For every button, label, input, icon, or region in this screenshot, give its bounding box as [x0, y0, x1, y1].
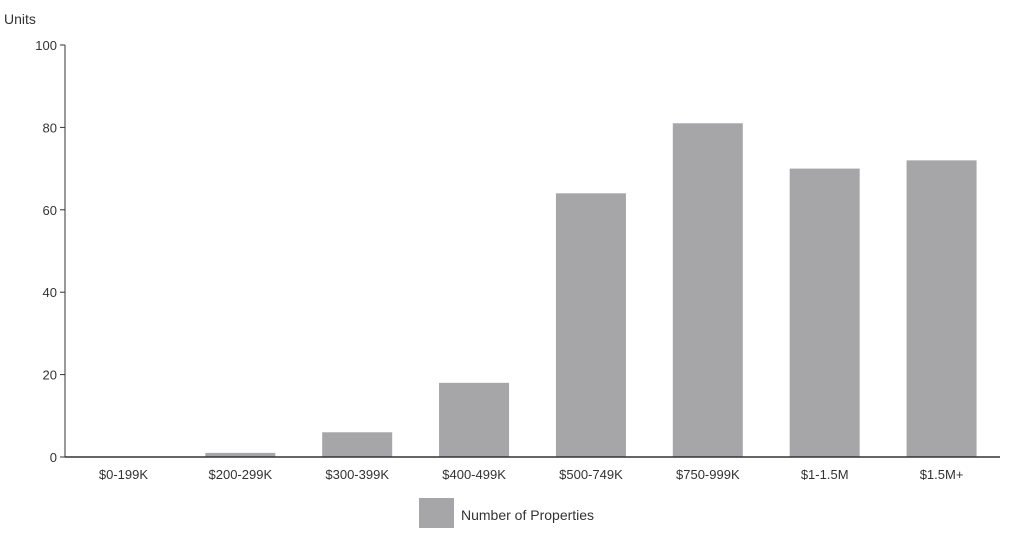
- bar: [439, 382, 510, 457]
- x-tick-label: $750-999K: [676, 467, 740, 482]
- legend-swatch: [419, 498, 454, 528]
- bar: [555, 193, 626, 457]
- x-axis: $0-199K $200-299K $300-399K $400-499K $500-7…: [65, 456, 1000, 482]
- y-axis-title: Units: [4, 11, 36, 27]
- x-tick-label: $1.5M+: [920, 467, 964, 482]
- y-tick-label: 100: [35, 38, 57, 53]
- x-tick-label: $400-499K: [442, 467, 506, 482]
- bar: [906, 160, 977, 458]
- x-tick-label: $300-399K: [325, 467, 389, 482]
- y-tick-label: 60: [43, 203, 57, 218]
- bar: [205, 452, 276, 457]
- bar: [672, 123, 743, 457]
- y-tick-label: 40: [43, 285, 57, 300]
- y-tick-label: 20: [43, 368, 57, 383]
- y-tick-label: 80: [43, 120, 57, 135]
- y-axis: 0 20 40 60 80 100: [35, 38, 66, 465]
- x-tick-label: $0-199K: [99, 467, 148, 482]
- legend: Number of Properties: [419, 498, 594, 528]
- legend-label: Number of Properties: [461, 507, 594, 523]
- bar-group: [205, 123, 977, 458]
- y-tick-label: 0: [50, 450, 57, 465]
- x-tick-label: $500-749K: [559, 467, 623, 482]
- x-tick-label: $200-299K: [209, 467, 273, 482]
- bar: [322, 432, 393, 457]
- bar: [789, 168, 860, 457]
- x-tick-label: $1-1.5M: [801, 467, 849, 482]
